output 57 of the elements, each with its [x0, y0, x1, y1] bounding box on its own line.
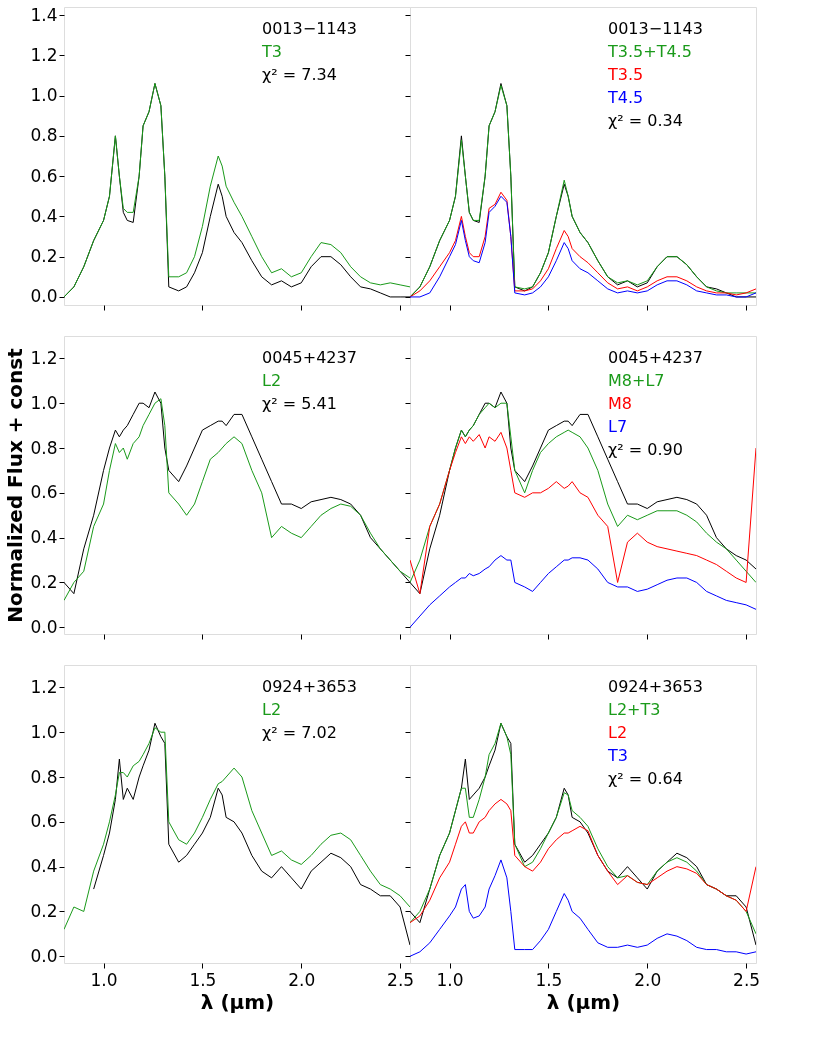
text: 0924+3653	[262, 677, 357, 696]
y-tick-label: 1.2	[30, 347, 58, 368]
y-tick-label: 1.0	[30, 721, 58, 742]
x-tick-label: 1.5	[535, 969, 563, 990]
text: T3	[607, 746, 628, 765]
y-tick-label: 1.0	[30, 85, 58, 106]
y-tick-label: 0.8	[30, 125, 58, 146]
annotation: χ² = 0.64	[608, 769, 683, 788]
y-tick-label: 0.0	[30, 286, 58, 307]
text: 0045+4237	[262, 348, 357, 367]
annotation: χ² = 7.34	[262, 65, 337, 84]
text: 0924+3653	[608, 677, 703, 696]
annotation: χ² = 7.02	[262, 723, 337, 742]
y-tick-label: 0.0	[30, 945, 58, 966]
text: L2	[262, 371, 282, 390]
x-tick-label: 1.0	[90, 969, 118, 990]
text: T4.5	[607, 88, 644, 107]
y-tick-label: 0.2	[30, 246, 58, 267]
y-tick-label: 0.4	[30, 856, 58, 877]
text: 0013−1143	[262, 19, 357, 38]
y-tick-label: 0.4	[30, 527, 58, 548]
x-tick-label: 2.5	[733, 969, 761, 990]
y-tick-label: 0.2	[30, 571, 58, 592]
y-tick-label: 0.4	[30, 205, 58, 226]
x-tick-label: 2.0	[288, 969, 316, 990]
y-tick-label: 0.0	[30, 616, 58, 637]
text: M8	[608, 394, 632, 413]
y-tick-label: 0.6	[30, 482, 58, 503]
text: M8+L7	[608, 371, 665, 390]
text: 0045+4237	[608, 348, 703, 367]
x-axis-title: λ (μm)	[546, 989, 621, 1014]
y-tick-label: 1.2	[30, 676, 58, 697]
y-tick-label: 0.8	[30, 437, 58, 458]
y-tick-label: 1.2	[30, 44, 58, 65]
text: L2	[262, 700, 282, 719]
x-tick-label: 2.5	[387, 969, 415, 990]
x-tick-label: 1.0	[436, 969, 464, 990]
x-tick-label: 1.5	[189, 969, 217, 990]
annotation: χ² = 5.41	[262, 394, 337, 413]
text: 0013−1143	[608, 19, 703, 38]
y-tick-label: 0.6	[30, 165, 58, 186]
x-axis-title: λ (μm)	[200, 989, 275, 1014]
x-tick-label: 2.0	[634, 969, 662, 990]
y-tick-label: 0.8	[30, 766, 58, 787]
text: L2	[608, 723, 628, 742]
text: L2+T3	[608, 700, 661, 719]
text: T3	[261, 42, 282, 61]
text: L7	[608, 417, 628, 436]
y-tick-label: 1.4	[30, 4, 58, 25]
y-tick-label: 0.2	[30, 900, 58, 921]
text: T3.5	[607, 65, 644, 84]
text: T3.5+T4.5	[607, 42, 692, 61]
y-axis-title: Normalized Flux + const	[3, 347, 28, 623]
y-tick-label: 1.0	[30, 392, 58, 413]
annotation: χ² = 0.90	[608, 440, 683, 459]
annotation: χ² = 0.34	[608, 111, 683, 130]
y-tick-label: 0.6	[30, 811, 58, 832]
